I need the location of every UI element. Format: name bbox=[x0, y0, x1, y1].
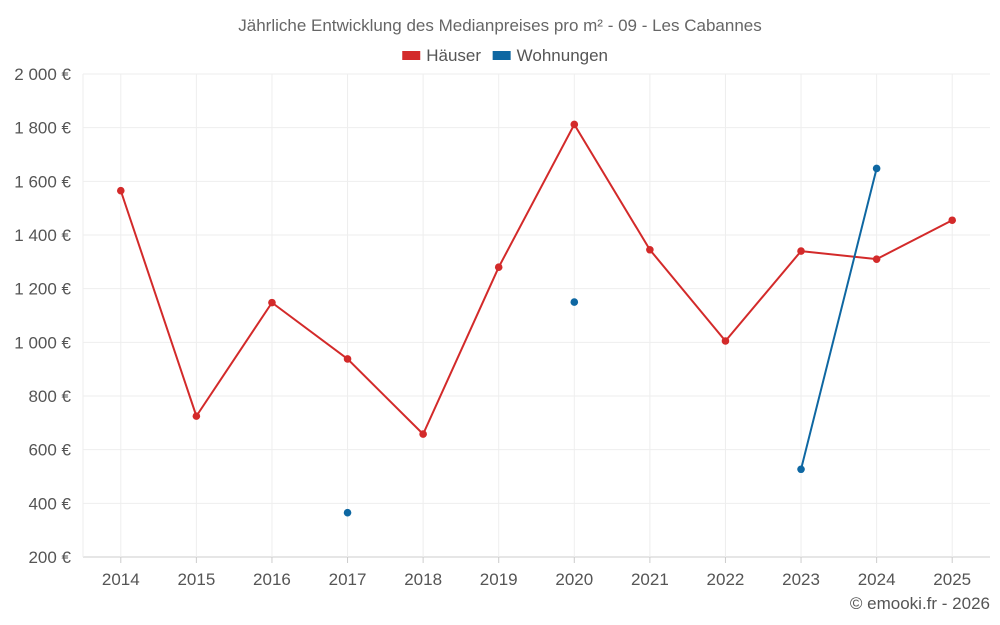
data-point[interactable] bbox=[419, 430, 427, 438]
y-tick-label: 1 800 € bbox=[14, 119, 71, 138]
x-tick-label: 2014 bbox=[102, 570, 140, 589]
data-point[interactable] bbox=[721, 337, 730, 345]
legend-swatch bbox=[402, 51, 421, 60]
data-point[interactable] bbox=[570, 298, 579, 306]
y-tick-label: 200 € bbox=[28, 548, 71, 567]
data-point[interactable] bbox=[646, 245, 654, 254]
data-point[interactable] bbox=[494, 263, 503, 272]
legend-label: Wohnungen bbox=[517, 46, 608, 65]
series-layer bbox=[116, 120, 957, 517]
chart-title: Jährliche Entwicklung des Medianpreises … bbox=[238, 16, 761, 35]
series-line-segment bbox=[573, 123, 651, 251]
series-line-segment bbox=[270, 301, 349, 360]
series-line-segment bbox=[119, 189, 198, 418]
x-tick-label: 2016 bbox=[253, 570, 291, 589]
data-point[interactable] bbox=[343, 355, 352, 363]
y-tick-label: 600 € bbox=[28, 441, 71, 460]
series-line-segment bbox=[497, 123, 576, 269]
series-line-segment bbox=[422, 266, 500, 436]
series-wohnungen bbox=[343, 164, 881, 517]
x-tick-label: 2021 bbox=[631, 570, 669, 589]
legend-item-wohnungen[interactable]: Wohnungen bbox=[492, 46, 608, 65]
y-tick-label: 800 € bbox=[28, 387, 71, 406]
legend-label: Häuser bbox=[426, 46, 481, 65]
data-point[interactable] bbox=[192, 412, 201, 420]
credit-text: © emooki.fr - 2026 bbox=[849, 594, 990, 613]
data-point[interactable] bbox=[872, 255, 881, 263]
series-line-segment bbox=[875, 219, 954, 261]
legend-swatch bbox=[492, 51, 511, 60]
data-point[interactable] bbox=[570, 120, 579, 129]
legend-item-häuser[interactable]: Häuser bbox=[402, 46, 481, 65]
x-tick-label: 2015 bbox=[177, 570, 215, 589]
x-tick-label: 2019 bbox=[480, 570, 518, 589]
x-tick-label: 2024 bbox=[858, 570, 896, 589]
series-häuser bbox=[116, 120, 957, 438]
y-tick-label: 1 000 € bbox=[14, 333, 71, 352]
x-tick-label: 2023 bbox=[782, 570, 820, 589]
x-tick-label: 2020 bbox=[555, 570, 593, 589]
series-line-segment bbox=[195, 301, 273, 418]
data-point[interactable] bbox=[268, 298, 276, 307]
x-tick-label: 2025 bbox=[933, 570, 971, 589]
data-point[interactable] bbox=[948, 216, 957, 225]
series-line-segment bbox=[346, 357, 425, 436]
grid bbox=[83, 73, 990, 558]
y-tick-label: 400 € bbox=[28, 494, 71, 513]
data-point[interactable] bbox=[116, 186, 125, 195]
data-point[interactable] bbox=[343, 508, 352, 517]
legend: Häuser Wohnungen bbox=[402, 46, 608, 65]
series-line-segment bbox=[648, 248, 727, 342]
x-tick-label: 2018 bbox=[404, 570, 442, 589]
data-point[interactable] bbox=[797, 247, 805, 255]
x-tick-label: 2017 bbox=[329, 570, 367, 589]
y-tick-label: 1 200 € bbox=[14, 280, 71, 299]
data-point[interactable] bbox=[797, 465, 805, 474]
x-tick-label: 2022 bbox=[707, 570, 745, 589]
y-tick-label: 1 600 € bbox=[14, 172, 71, 191]
y-tick-label: 2 000 € bbox=[14, 65, 71, 84]
axes: 200 € 400 € 600 € 800 € 1 000 € 1 200 € 1 400 … bbox=[14, 65, 971, 589]
series-line-segment bbox=[800, 167, 878, 471]
data-point[interactable] bbox=[872, 164, 881, 173]
series-line-segment bbox=[800, 250, 878, 261]
y-tick-label: 1 400 € bbox=[14, 226, 71, 245]
series-line-segment bbox=[724, 250, 803, 342]
